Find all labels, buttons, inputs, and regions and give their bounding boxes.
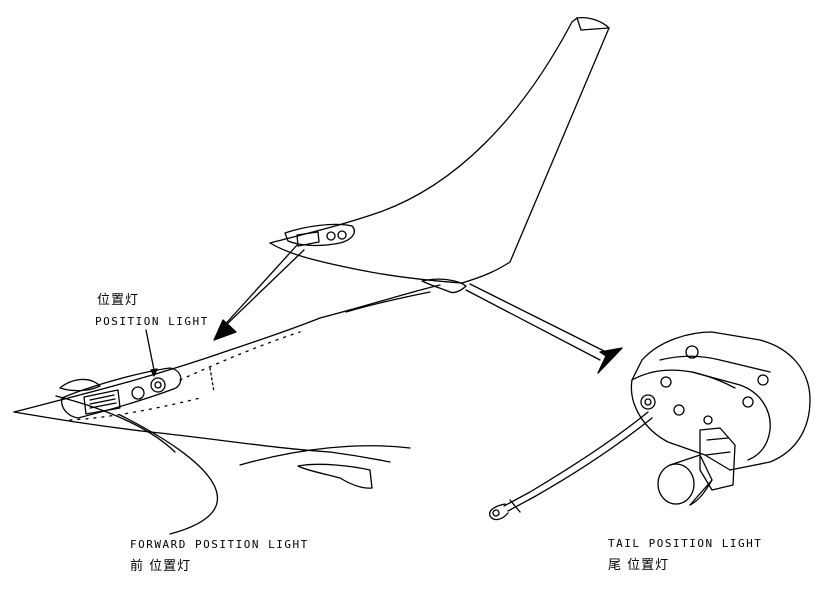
winglet-outline	[269, 16, 610, 284]
panel-seam	[209, 367, 215, 393]
position-light-leader	[145, 329, 155, 371]
wing-outline	[13, 284, 441, 535]
tail-light-label-cn: 尾 位置灯	[608, 558, 670, 573]
callout-arrow-tail	[465, 283, 623, 374]
callout-arrow-forward	[213, 243, 305, 341]
tail-light-cable	[489, 411, 653, 521]
position-light-label-cn: 位置灯	[97, 293, 140, 308]
forward-light-label-en: FORWARD POSITION LIGHT	[130, 538, 309, 551]
forward-light-assembly	[59, 367, 182, 419]
rivet-line	[179, 331, 301, 381]
upper-light-housing	[284, 223, 355, 247]
rivet-line-2	[69, 397, 201, 421]
tail-light-unit	[630, 331, 811, 506]
forward-light-label-cn: 前 位置灯	[130, 559, 192, 574]
tail-light-label-en: TAIL POSITION LIGHT	[608, 537, 763, 550]
position-light-label-en: POSITION LIGHT	[95, 315, 209, 328]
wing-fairing	[297, 463, 373, 489]
